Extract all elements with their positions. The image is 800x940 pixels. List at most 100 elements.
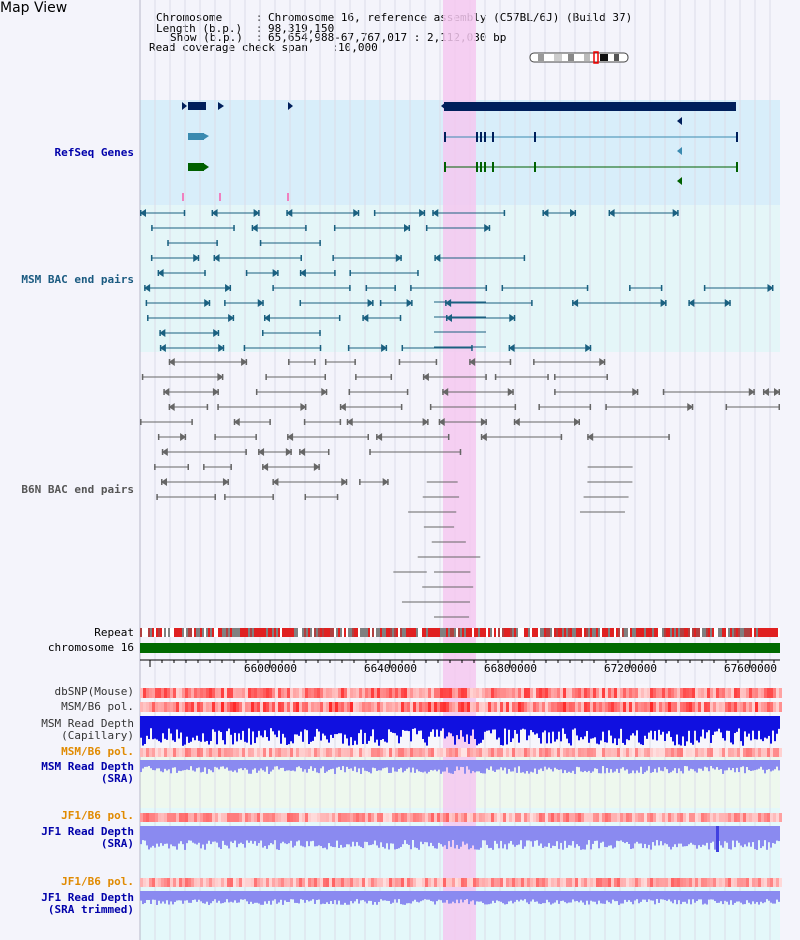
heat-cell: [476, 702, 479, 712]
heat-cell: [611, 878, 614, 887]
depth-bar: [568, 826, 570, 846]
repeat-mark: [778, 628, 780, 637]
depth-bar: [332, 891, 334, 904]
depth-bar: [248, 891, 250, 905]
heat-cell: [452, 702, 455, 712]
heat-cell: [671, 688, 674, 698]
exon: [444, 162, 446, 172]
depth-bar: [658, 716, 660, 730]
depth-bar: [704, 891, 706, 904]
chromosome-bar: [140, 643, 780, 653]
heat-cell: [335, 878, 338, 887]
depth-bar: [496, 826, 498, 844]
repeat-mark: [384, 628, 386, 637]
depth-bar: [216, 826, 218, 843]
repeat-mark: [606, 628, 608, 637]
depth-bar: [522, 891, 524, 901]
heat-cell: [482, 702, 485, 712]
heat-cell: [632, 748, 635, 757]
heat-cell: [203, 813, 206, 822]
depth-bar: [288, 826, 290, 844]
heat-cell: [680, 702, 683, 712]
depth-bar: [628, 826, 630, 844]
depth-bar: [140, 760, 142, 773]
depth-bar: [438, 891, 440, 900]
depth-bar: [248, 826, 250, 843]
depth-bar: [474, 891, 476, 905]
depth-bar: [390, 891, 392, 904]
heat-cell: [299, 702, 302, 712]
heat-cell: [503, 748, 506, 757]
heat-cell: [152, 702, 155, 712]
heat-cell: [770, 748, 773, 757]
depth-bar: [210, 826, 212, 845]
depth-bar: [734, 826, 736, 848]
depth-bar: [534, 826, 536, 841]
heat-cell: [629, 688, 632, 698]
gene-arrow: [677, 147, 682, 155]
depth-bar: [730, 716, 732, 743]
depth-bar: [486, 826, 488, 845]
depth-bar: [508, 826, 510, 844]
depth-bar: [230, 826, 232, 842]
depth-bar: [656, 826, 658, 841]
heat-cell: [161, 688, 164, 698]
heat-cell: [395, 702, 398, 712]
depth-bar: [760, 716, 762, 740]
depth-bar: [542, 826, 544, 848]
depth-bar: [416, 891, 418, 902]
depth-bar: [160, 826, 162, 844]
heat-cell: [701, 748, 704, 757]
heat-cell: [515, 813, 518, 822]
heat-cell: [308, 688, 311, 698]
heat-cell: [614, 878, 617, 887]
depth-bar: [488, 716, 490, 731]
repeat-mark: [240, 628, 242, 637]
heat-cell: [473, 748, 476, 757]
depth-bar: [536, 716, 538, 734]
heat-cell: [152, 878, 155, 887]
heat-cell: [557, 748, 560, 757]
depth-bar: [346, 826, 348, 845]
heat-cell: [518, 748, 521, 757]
heat-cell: [221, 688, 224, 698]
depth-bar: [688, 891, 690, 900]
repeat-mark: [438, 628, 440, 637]
depth-bar: [544, 891, 546, 904]
depth-bar: [526, 826, 528, 841]
bac-end-arrow: [660, 299, 667, 307]
heat-cell: [695, 878, 698, 887]
depth-bar: [652, 716, 654, 740]
repeat-mark: [584, 628, 586, 637]
repeat-mark: [736, 628, 738, 637]
depth-bar: [460, 826, 462, 847]
depth-bar: [358, 891, 360, 904]
depth-bar: [598, 891, 600, 901]
heat-cell: [317, 878, 320, 887]
repeat-mark: [570, 628, 572, 637]
repeat-mark: [654, 628, 656, 637]
depth-bar: [678, 891, 680, 901]
repeat-mark: [494, 628, 496, 637]
heat-cell: [608, 688, 611, 698]
depth-bar: [694, 760, 696, 772]
depth-bar: [446, 826, 448, 850]
repeat-mark: [218, 628, 220, 637]
depth-bar: [290, 716, 292, 742]
heat-cell: [386, 748, 389, 757]
depth-bar: [218, 891, 220, 901]
repeat-mark: [216, 628, 218, 637]
depth-bar: [630, 826, 632, 849]
depth-bar: [558, 716, 560, 732]
depth-bar: [384, 716, 386, 742]
depth-bar: [728, 826, 730, 849]
repeat-mark: [350, 628, 352, 637]
depth-bar: [676, 760, 678, 774]
depth-bar: [566, 716, 568, 739]
depth-bar: [598, 716, 600, 745]
heat-cell: [551, 702, 554, 712]
depth-bar: [584, 826, 586, 850]
heat-cell: [770, 813, 773, 822]
heat-cell: [668, 688, 671, 698]
